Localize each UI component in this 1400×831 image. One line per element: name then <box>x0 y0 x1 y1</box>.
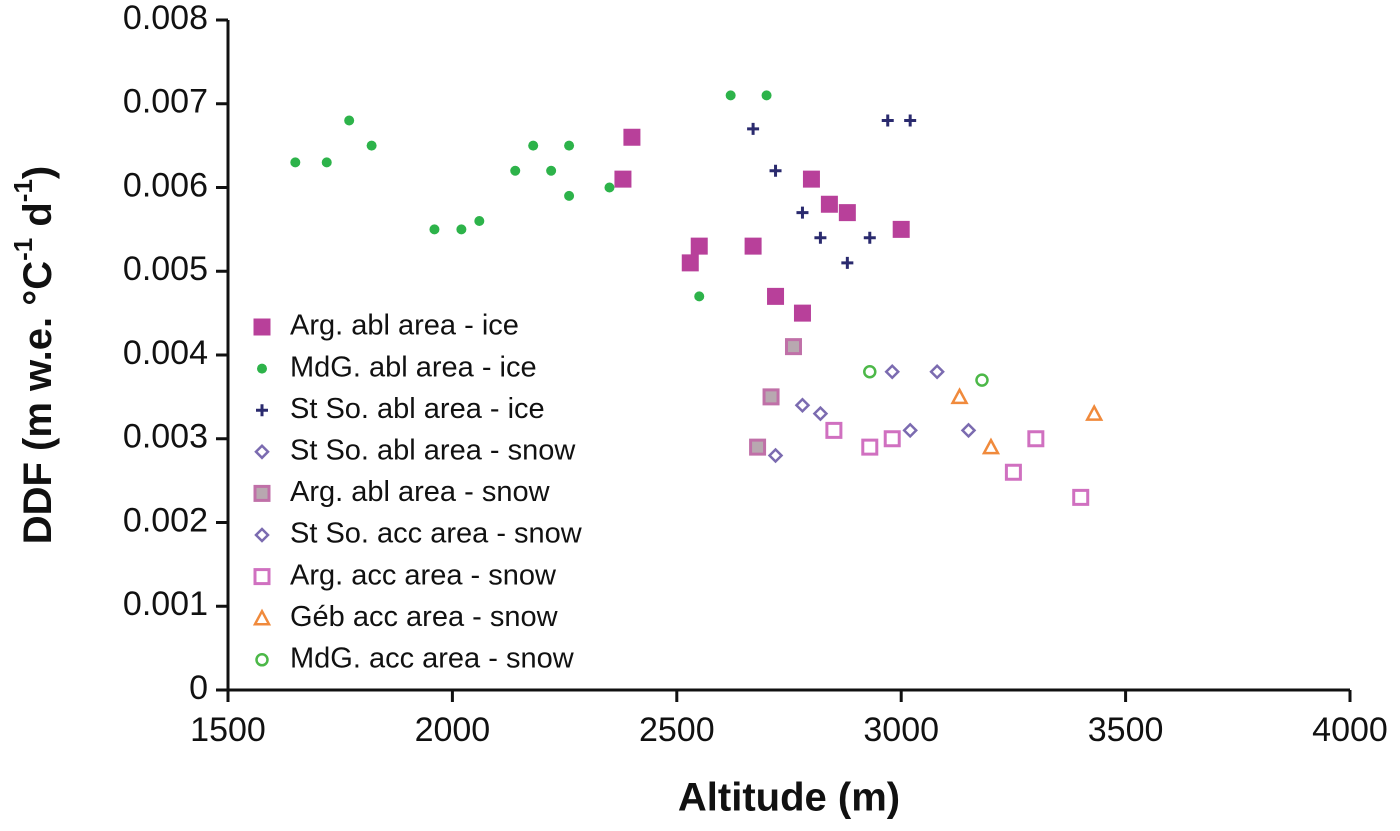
point <box>344 115 355 126</box>
point <box>902 422 918 439</box>
x-tick-label: 1500 <box>190 711 266 749</box>
y-axis-title-part: -1 <box>8 238 38 261</box>
y-tick-label: 0.002 <box>123 501 208 539</box>
point <box>747 122 760 135</box>
y-axis-title-part: ) <box>16 166 60 179</box>
legend-label: Arg. abl area - ice <box>290 310 519 342</box>
point <box>623 128 641 146</box>
y-tick-label: 0.004 <box>123 334 208 372</box>
y-tick-label: 0.005 <box>123 250 208 288</box>
legend-marker <box>257 363 267 374</box>
point <box>820 195 838 213</box>
legend-marker <box>253 318 271 336</box>
point <box>904 114 917 127</box>
point <box>614 170 632 188</box>
point <box>884 363 900 380</box>
point <box>429 224 440 235</box>
point <box>761 90 772 101</box>
point <box>784 338 802 356</box>
point <box>694 291 705 302</box>
point <box>546 165 557 176</box>
point <box>975 373 989 387</box>
y-tick-label: 0.007 <box>123 83 208 121</box>
legend-marker <box>256 404 268 417</box>
point <box>564 140 575 151</box>
point <box>861 438 879 456</box>
point <box>1072 488 1090 506</box>
point <box>793 304 811 322</box>
point <box>762 388 780 406</box>
point <box>981 437 1001 455</box>
point <box>892 220 910 238</box>
y-tick-label: 0 <box>189 669 208 707</box>
legend-label: Géb acc area - snow <box>290 601 559 633</box>
point <box>681 254 699 272</box>
point <box>838 204 856 222</box>
point <box>456 224 467 235</box>
legend-label: St So. abl area - ice <box>290 393 545 425</box>
point <box>814 231 827 244</box>
point <box>767 447 784 464</box>
point <box>881 114 894 127</box>
point <box>802 170 820 188</box>
legend-marker <box>254 527 270 543</box>
point <box>812 405 829 422</box>
legend-label: MdG. abl area - ice <box>290 351 537 383</box>
point <box>528 140 539 151</box>
legend-label: St So. abl area - snow <box>290 434 576 466</box>
legend-marker <box>255 653 269 667</box>
legend-label: Arg. acc area - snow <box>290 559 557 591</box>
point <box>794 397 811 414</box>
point <box>769 164 782 177</box>
point <box>960 422 977 439</box>
point <box>863 365 877 379</box>
y-tick-label: 0.006 <box>123 166 208 204</box>
point <box>690 237 708 255</box>
y-axis-title-part: d <box>16 202 60 238</box>
point <box>290 157 301 168</box>
point <box>950 387 969 405</box>
point <box>863 231 876 244</box>
point <box>1085 403 1104 421</box>
point <box>749 438 767 456</box>
point <box>825 421 843 439</box>
y-tick-label: 0.001 <box>123 585 208 623</box>
legend-label: Arg. abl area - snow <box>290 476 551 508</box>
point <box>796 206 809 219</box>
y-axis-title-part: -1 <box>8 179 38 202</box>
point <box>321 157 332 168</box>
x-axis-title: Altitude (m) <box>678 776 900 820</box>
x-tick-label: 3500 <box>1088 711 1164 749</box>
y-tick-label: 0.003 <box>123 418 208 456</box>
y-axis-title: DDF (m w.e. °C-1 d-1) <box>8 166 60 545</box>
legend-label: MdG. acc area - snow <box>290 642 575 674</box>
legend-marker <box>252 608 272 626</box>
y-tick-label: 0.008 <box>123 0 208 37</box>
x-tick-label: 2500 <box>639 711 715 749</box>
legend-label: St So. acc area - snow <box>290 518 583 550</box>
point <box>604 182 615 193</box>
legend-marker <box>253 484 271 502</box>
legend-marker <box>253 568 271 586</box>
point <box>1027 430 1045 448</box>
point <box>744 237 762 255</box>
y-axis-title-part: DDF (m w.e. °C <box>16 261 60 544</box>
point <box>725 90 736 101</box>
point <box>767 287 785 305</box>
point <box>929 363 945 380</box>
x-tick-label: 2000 <box>415 711 491 749</box>
point <box>883 430 901 448</box>
point <box>841 256 854 269</box>
point <box>564 190 575 201</box>
point <box>510 165 521 176</box>
point <box>366 140 377 151</box>
x-tick-label: 3000 <box>863 711 939 749</box>
x-tick-label: 4000 <box>1312 711 1388 749</box>
point <box>1004 463 1022 481</box>
point <box>474 216 485 226</box>
legend-marker <box>254 444 270 460</box>
